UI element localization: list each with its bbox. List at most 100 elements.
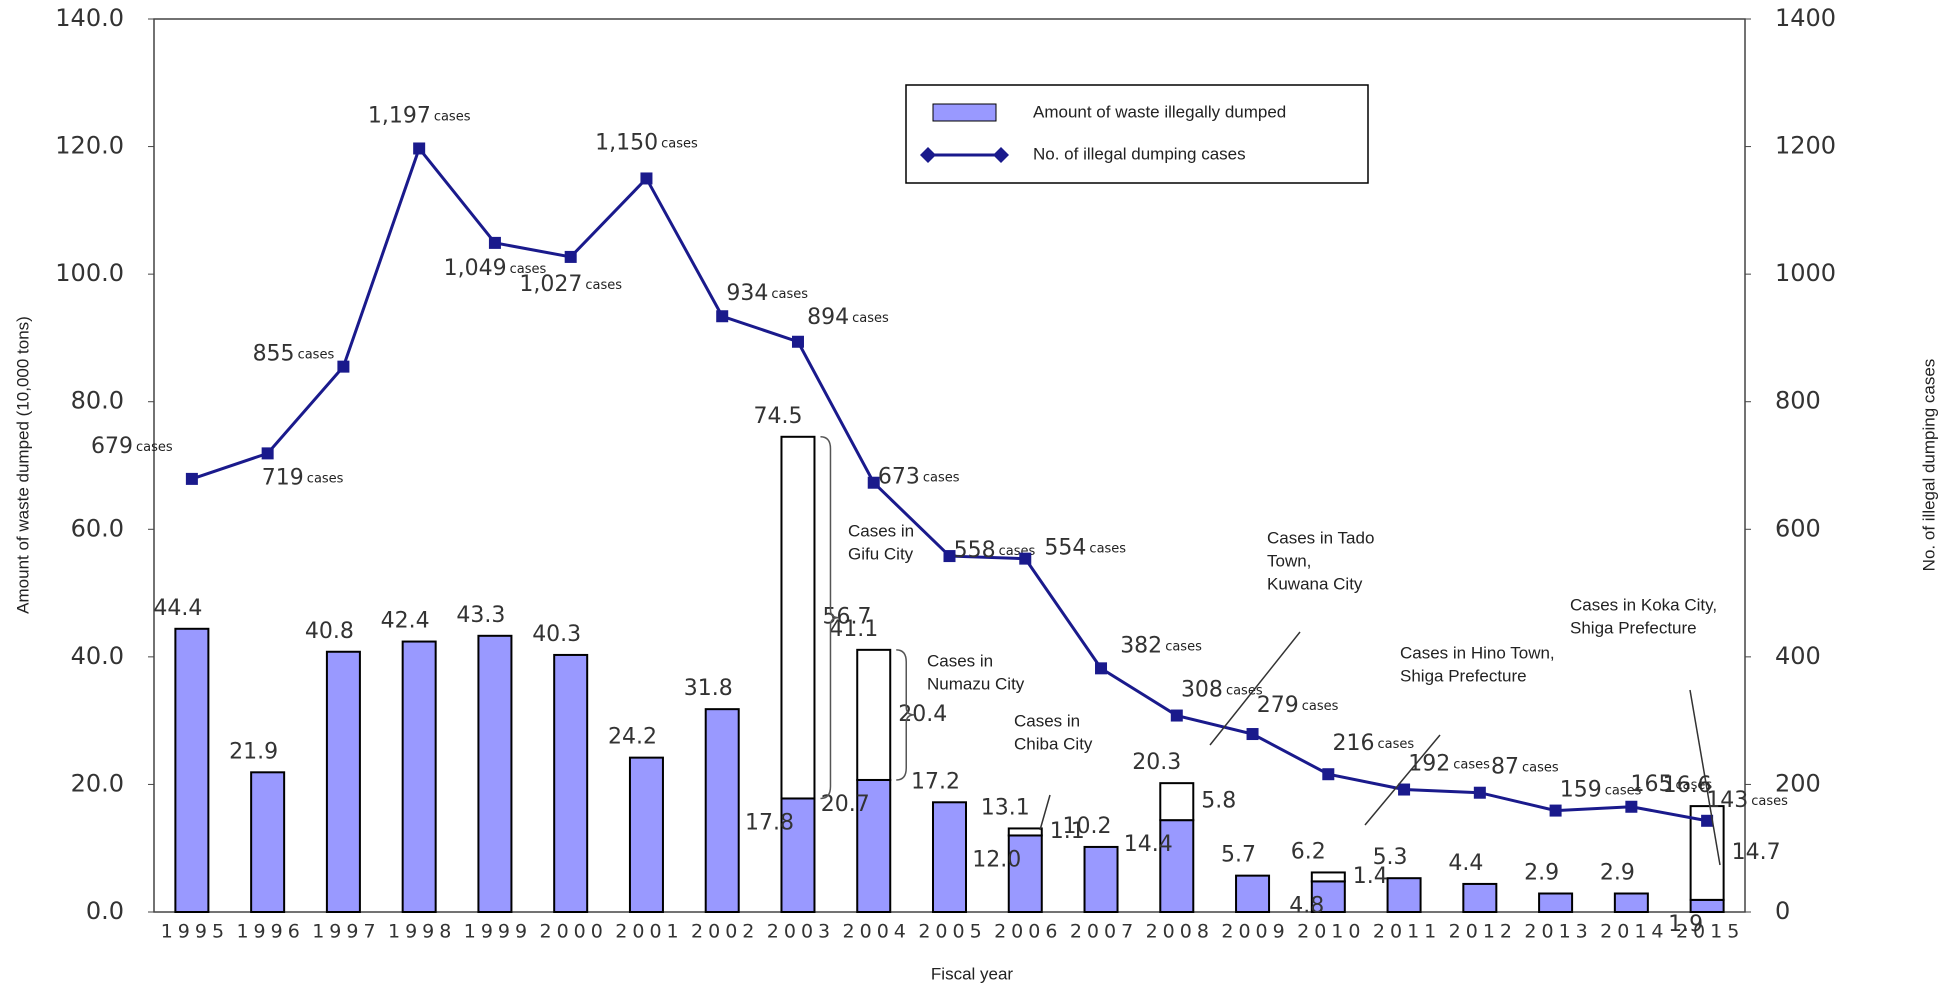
annotation: Cases in Koka City, xyxy=(1570,595,1717,614)
line-value-text: 855 xyxy=(253,342,295,367)
line-marker xyxy=(1473,786,1486,799)
line-value-unit: cases xyxy=(1302,699,1339,714)
annotation: Shiga Prefecture xyxy=(1570,618,1697,637)
bar-segment xyxy=(780,435,816,800)
x-tick-label: 2012 xyxy=(1449,921,1517,943)
bar-value-label: 10.2 xyxy=(1063,814,1112,839)
annotation: Cases in xyxy=(927,651,993,670)
line-value-text: 1,027 xyxy=(519,272,582,297)
bar xyxy=(1538,892,1574,913)
line-value-unit: cases xyxy=(661,136,698,151)
legend-box xyxy=(905,84,1369,184)
x-tick-label: 2003 xyxy=(767,921,835,943)
legend-label: No. of illegal dumping cases xyxy=(1033,144,1246,163)
bar xyxy=(553,653,589,913)
line-marker xyxy=(564,250,577,263)
line-marker xyxy=(943,550,956,563)
y2-axis-label: No. of illegal dumping cases xyxy=(1919,359,1938,572)
x-tick-label: 2002 xyxy=(691,921,759,943)
bar-segment xyxy=(1310,871,1346,883)
line-value-unit: cases xyxy=(1089,541,1126,556)
line-marker xyxy=(1398,783,1411,796)
bar-value-label: 14.4 xyxy=(1124,832,1173,857)
line-value-label: 165 cases xyxy=(1631,772,1713,797)
annotation: Chiba City xyxy=(1014,734,1093,753)
total-label: 6.2 xyxy=(1291,839,1326,864)
total-label: 20.3 xyxy=(1132,750,1181,775)
bar xyxy=(1007,834,1043,914)
line-value-label: 719 cases xyxy=(262,465,344,490)
annotation: Cases in Tado xyxy=(1267,528,1374,547)
y2-tick-label: 0 xyxy=(1775,897,1790,925)
bar xyxy=(1235,874,1271,914)
legend-label: Amount of waste illegally dumped xyxy=(1033,102,1286,121)
bar-segment xyxy=(1007,827,1043,837)
line-value-label: 279 cases xyxy=(1257,693,1339,718)
bar-value-label: 20.7 xyxy=(821,792,870,817)
x-tick-label: 1996 xyxy=(236,921,304,943)
line-value-unit: cases xyxy=(852,310,889,325)
line-value-label: 308 cases xyxy=(1181,678,1263,703)
legend-marker xyxy=(920,147,936,163)
line-value-label: 1,049 cases xyxy=(444,256,547,281)
line-marker xyxy=(867,476,880,489)
line-marker xyxy=(1246,728,1259,741)
brace xyxy=(896,649,915,781)
bar-value-label: 44.4 xyxy=(153,596,202,621)
line-marker xyxy=(1019,552,1032,565)
line-value-text: 192 xyxy=(1408,752,1450,777)
bar-value-label: 2.9 xyxy=(1600,861,1635,886)
y2-tick-label: 800 xyxy=(1775,387,1821,415)
bar xyxy=(174,627,210,913)
line-value-label: 679 cases xyxy=(91,434,173,459)
y-tick-label: 40.0 xyxy=(71,642,124,670)
y2-tick-label: 600 xyxy=(1775,514,1821,542)
y-tick-label: 80.0 xyxy=(71,387,124,415)
line-value-text: 87 xyxy=(1491,755,1519,780)
annotation: Cases in Hino Town, xyxy=(1400,643,1555,662)
legend-swatch xyxy=(932,103,997,122)
total-label: 74.5 xyxy=(753,404,802,429)
line-value-text: 279 xyxy=(1257,693,1299,718)
bar xyxy=(1083,845,1119,914)
annotation: Town, xyxy=(1267,551,1311,570)
line-value-unit: cases xyxy=(1605,783,1642,798)
line-value-text: 558 xyxy=(954,538,996,563)
line-marker xyxy=(1095,662,1108,675)
bar-value-label: 5.7 xyxy=(1221,843,1256,868)
x-tick-label: 2015 xyxy=(1676,921,1744,943)
bar xyxy=(1159,819,1195,913)
bar-value-label: 5.3 xyxy=(1373,845,1408,870)
line-value-text: 165 xyxy=(1631,772,1673,797)
line-value-text: 1,049 xyxy=(444,256,507,281)
x-tick-label: 1998 xyxy=(388,921,456,943)
bar-value-label: 17.2 xyxy=(911,769,960,794)
bar-value-label: 31.8 xyxy=(684,676,733,701)
line-value-text: 679 xyxy=(91,434,133,459)
line-marker xyxy=(640,172,653,185)
bar-value-label: 40.3 xyxy=(532,622,581,647)
segment-value-label: 1.4 xyxy=(1353,864,1388,889)
y2-tick-label: 200 xyxy=(1775,769,1821,797)
bar xyxy=(1689,898,1725,914)
annotation-leader xyxy=(1039,794,1051,831)
y-tick-label: 120.0 xyxy=(55,132,124,160)
line-value-unit: cases xyxy=(1226,683,1263,698)
line-value-label: 934 cases xyxy=(726,281,808,306)
y2-tick-label: 1400 xyxy=(1775,4,1836,32)
y-tick-label: 140.0 xyxy=(55,4,124,32)
bar xyxy=(401,640,437,913)
line-value-label: 894 cases xyxy=(807,305,889,330)
bar xyxy=(325,650,361,913)
bar xyxy=(704,708,740,914)
bar-value-label: 4.8 xyxy=(1289,893,1324,918)
line-marker xyxy=(1701,814,1714,827)
brace xyxy=(820,436,839,800)
line-value-unit: cases xyxy=(1522,760,1559,775)
x-tick-label: 1999 xyxy=(464,921,532,943)
segment-value-label: 5.8 xyxy=(1201,789,1236,814)
line-value-label: 143 cases xyxy=(1706,788,1788,813)
line-value-text: 673 xyxy=(878,465,920,490)
line-value-text: 159 xyxy=(1560,778,1602,803)
line-value-label: 159 cases xyxy=(1560,778,1642,803)
